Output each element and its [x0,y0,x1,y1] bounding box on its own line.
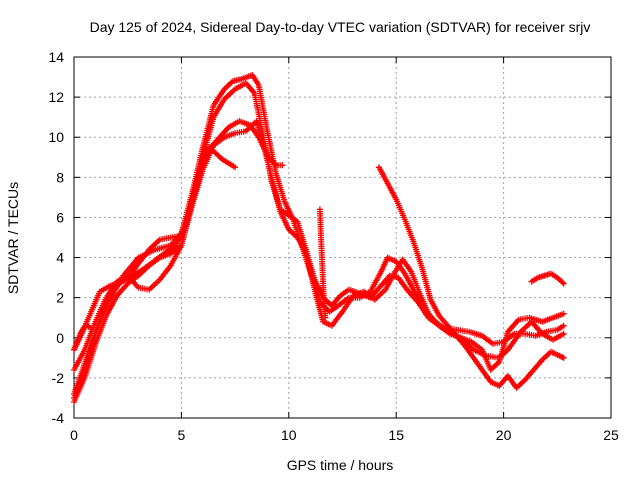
series-track-7 [528,270,566,286]
y-tick-label: 2 [56,290,64,306]
data-point [279,162,286,169]
data-point [232,164,239,171]
data-points [71,72,567,405]
data-point [322,314,329,321]
chart-title: Day 125 of 2024, Sidereal Day-to-day VTE… [90,19,591,35]
data-point [560,322,567,329]
x-tick-label: 15 [388,427,404,443]
x-tick-labels: 0 5 10 15 20 25 [70,427,619,443]
y-tick-label: 8 [56,169,64,185]
series-track-6 [376,164,566,391]
y-tick-label: -4 [52,410,65,426]
y-tick-label: 6 [56,209,64,225]
y-tick-label: -2 [52,370,65,386]
x-tick-label: 10 [281,427,297,443]
x-axis-title: GPS time / hours [287,457,394,473]
y-tick-label: 10 [48,129,64,145]
data-point [560,280,567,287]
data-point [87,324,94,331]
y-tick-label: 0 [56,330,64,346]
axis-ticks [73,56,612,419]
y-tick-label: 4 [56,250,64,266]
series-track-2 [71,80,565,405]
y-axis-title: SDTVAR / TECUs [5,182,21,294]
data-point [560,330,567,337]
y-tick-label: 12 [48,89,64,105]
data-point [560,310,567,317]
series-track-9 [316,206,329,319]
series-track-1 [71,72,566,397]
plot-frame [73,56,612,419]
x-tick-label: 0 [70,427,78,443]
grid [74,57,611,418]
x-tick-label: 20 [496,427,512,443]
data-point [559,279,566,286]
y-tick-labels: -4 -2 0 2 4 6 8 10 12 14 [48,49,64,426]
data-point [560,354,567,361]
y-tick-label: 14 [48,49,64,65]
x-tick-label: 25 [603,427,619,443]
x-tick-label: 5 [178,427,186,443]
